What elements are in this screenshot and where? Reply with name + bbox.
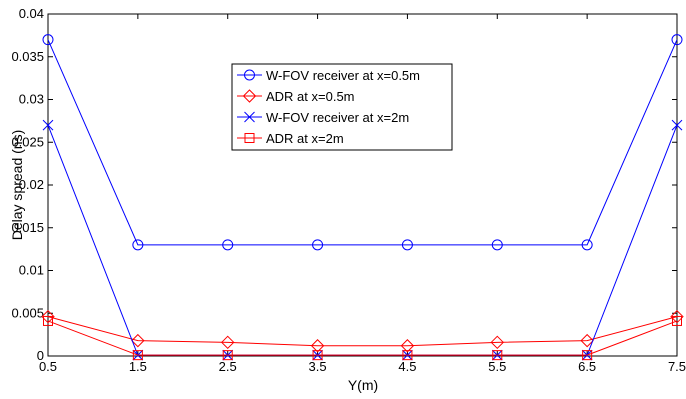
x-marker-stroke	[42, 119, 54, 131]
data-point	[221, 335, 235, 350]
legend-item: ADR at x=2m	[237, 131, 344, 146]
y-tick-label: 0.015	[11, 220, 44, 235]
series-line	[47, 316, 678, 347]
legend-label: ADR at x=2m	[266, 131, 344, 146]
data-point	[670, 309, 684, 324]
y-tick-label: 0.035	[11, 49, 44, 64]
data-point	[671, 119, 683, 131]
data-point	[671, 34, 683, 46]
data-point	[581, 239, 593, 251]
data-point	[131, 333, 145, 348]
data-point	[222, 350, 233, 361]
series-line	[47, 320, 678, 356]
series-line	[47, 39, 678, 246]
x-marker-stroke	[671, 119, 683, 131]
data-point	[492, 350, 503, 361]
series-layer	[41, 34, 684, 361]
data-point	[132, 239, 144, 251]
y-tick-label: 0.025	[11, 134, 44, 149]
y-tick-label: 0	[37, 348, 44, 363]
axes: 0.5 1.5 2.5 3.5 4.5 5.5 6.5 7.5 0 0.005 0.01 0.015 0…	[11, 6, 686, 374]
legend-marker	[242, 89, 257, 103]
legend-marker	[244, 69, 255, 81]
y-axis-label: Delay spread (ns)	[9, 130, 25, 241]
legend-item: W-FOV receiver at x=0.5m	[237, 68, 420, 83]
x-tick-label: 2.5	[219, 359, 237, 374]
legend-item: ADR at x=0.5m	[237, 89, 355, 104]
data-point	[222, 239, 234, 251]
x-tick-label: 4.5	[398, 359, 416, 374]
series-4	[43, 315, 682, 361]
data-point	[400, 339, 415, 353]
data-point	[401, 239, 413, 251]
x-tick-label: 3.5	[309, 359, 327, 374]
data-point	[672, 315, 682, 326]
data-point	[491, 239, 503, 251]
y-tick-label: 0.005	[11, 305, 44, 320]
data-point	[580, 333, 594, 348]
legend-marker	[244, 133, 255, 143]
x-tick-label: 7.5	[668, 359, 686, 374]
data-point	[402, 350, 413, 361]
series-line	[47, 124, 678, 356]
x-tick-label: 0.5	[39, 359, 57, 374]
x-marker-stroke	[244, 111, 255, 123]
data-point	[312, 239, 324, 251]
data-point	[132, 350, 143, 361]
legend-box	[231, 63, 453, 151]
y-tick-label: 0.01	[19, 263, 44, 278]
legend: W-FOV receiver at x=0.5m ADR at x=0.5m W-F…	[231, 63, 453, 151]
data-point	[43, 315, 53, 326]
legend-item: W-FOV receiver at x=2m	[237, 110, 409, 125]
y-tick-label: 0.03	[19, 92, 44, 107]
y-tick-label: 0.02	[19, 177, 44, 192]
data-point	[42, 34, 54, 46]
legend-marker	[244, 111, 255, 123]
data-point	[310, 339, 325, 353]
data-point	[42, 119, 54, 131]
x-tick-label: 6.5	[578, 359, 596, 374]
series-1	[42, 34, 683, 251]
x-tick-label: 5.5	[488, 359, 506, 374]
series-2	[41, 309, 684, 353]
data-point	[582, 350, 593, 361]
legend-label: W-FOV receiver at x=2m	[266, 110, 409, 125]
x-axis-label: Y(m)	[348, 377, 378, 393]
legend-label: ADR at x=0.5m	[266, 89, 355, 104]
data-point	[490, 335, 504, 350]
data-point	[41, 309, 55, 324]
legend-label: W-FOV receiver at x=0.5m	[266, 68, 420, 83]
x-tick-label: 1.5	[129, 359, 147, 374]
data-point	[312, 350, 323, 361]
y-tick-label: 0.04	[19, 6, 44, 21]
